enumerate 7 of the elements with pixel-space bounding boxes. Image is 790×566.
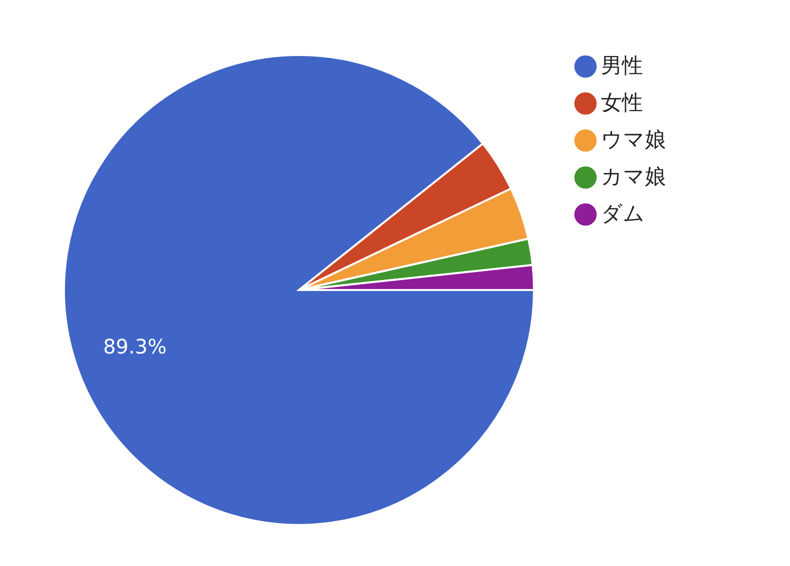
pie-slice (63, 54, 535, 526)
legend-label: カマ娘 (601, 164, 666, 188)
legend-label: 男性 (601, 54, 643, 78)
legend-label: ダム (601, 202, 645, 226)
data-label: 89.3% (103, 334, 167, 358)
legend-label: 女性 (601, 90, 643, 114)
legend-label: ウマ娘 (601, 128, 666, 152)
